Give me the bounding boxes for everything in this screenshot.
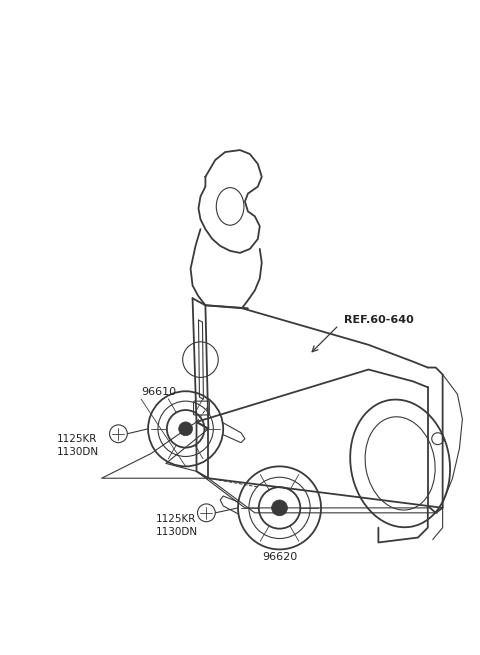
Text: 1125KR
1130DN: 1125KR 1130DN bbox=[57, 434, 99, 457]
Text: REF.60-640: REF.60-640 bbox=[344, 315, 414, 325]
Circle shape bbox=[179, 422, 192, 436]
Text: 96620: 96620 bbox=[262, 552, 297, 562]
Text: 1125KR
1130DN: 1125KR 1130DN bbox=[156, 514, 198, 537]
Text: 96610: 96610 bbox=[141, 387, 176, 397]
Circle shape bbox=[272, 500, 288, 515]
